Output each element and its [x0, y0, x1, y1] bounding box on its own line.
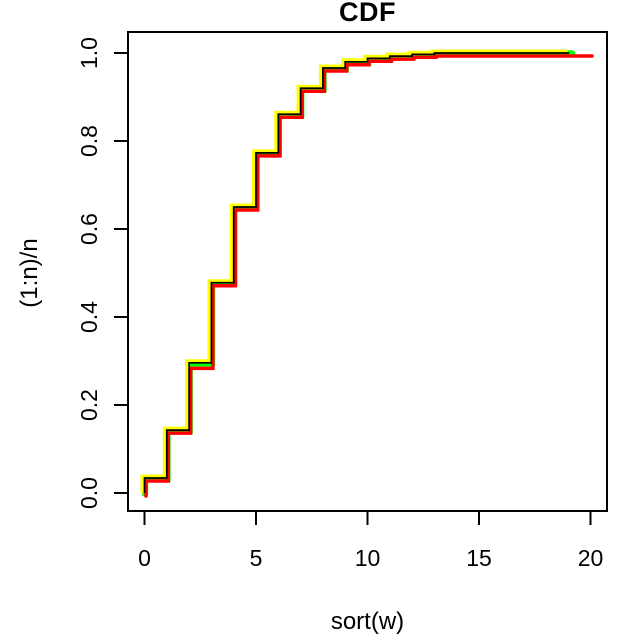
x-axis-title: sort(w) — [330, 608, 405, 635]
ecdf-black-curve — [143, 52, 570, 493]
y-axis-title: (1:n)/n — [16, 238, 43, 308]
x-tick-label: 0 — [138, 545, 151, 571]
x-tick-label: 10 — [355, 545, 381, 571]
ecdf-yellow-curve — [140, 49, 569, 494]
ecdf-red-curve — [144, 54, 594, 498]
x-tick-label: 5 — [250, 545, 263, 571]
plot-box — [127, 31, 608, 512]
y-tick-label: 1.0 — [76, 37, 102, 69]
y-tick-label: 0.4 — [76, 301, 102, 333]
y-tick-label: 0.2 — [76, 389, 102, 421]
y-tick-label: 0.6 — [76, 213, 102, 245]
y-tick-label: 0.0 — [76, 477, 102, 509]
chart-title: CDF — [339, 0, 396, 27]
x-tick-label: 15 — [466, 545, 492, 571]
y-tick-label: 0.8 — [76, 125, 102, 157]
x-tick-label: 20 — [578, 545, 604, 571]
ecdf-green-curve — [141, 50, 576, 497]
